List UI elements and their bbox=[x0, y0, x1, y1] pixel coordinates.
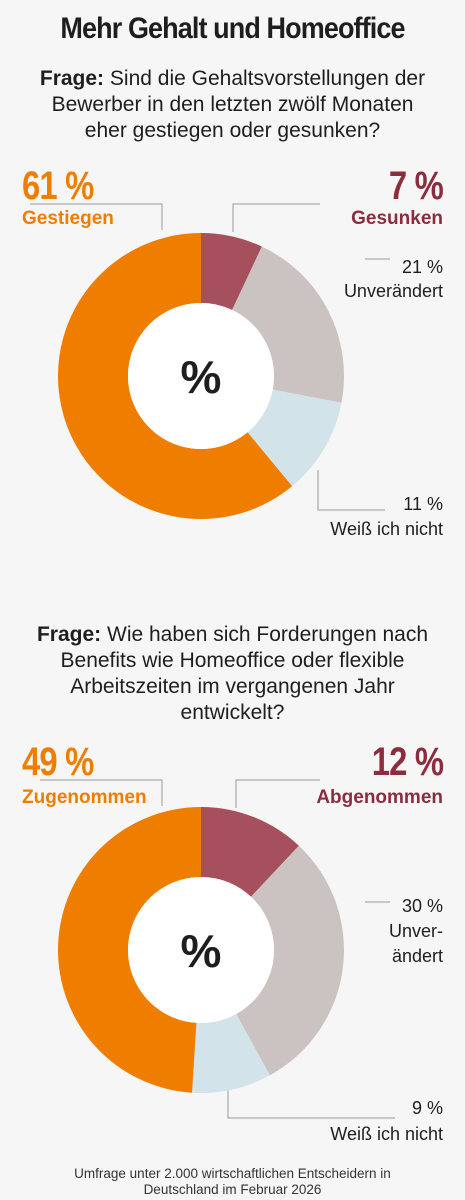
chart1-gestiegen-label: Gestiegen bbox=[22, 208, 114, 229]
leader-line-1 bbox=[235, 779, 320, 808]
leader-line-3 bbox=[317, 470, 385, 511]
question-2: Frage: Wie haben sich Forderungen nach B… bbox=[10, 622, 455, 726]
slice-abgenommen bbox=[201, 807, 299, 897]
chart1-gesunken-label: Gesunken bbox=[351, 208, 443, 229]
question-2-line2: Benefits wie Homeoffice oder flexible bbox=[60, 649, 405, 672]
chart1-weissnicht-label: Weiß ich nicht bbox=[330, 519, 443, 539]
chart2-zugenommen-value: 49 % bbox=[22, 740, 94, 784]
slice-zugenommen bbox=[58, 807, 201, 1093]
question-2-line1: Wie haben sich Forderungen nach bbox=[107, 623, 429, 646]
question-1-line2: Bewerber in den letzten zwölf Monaten bbox=[51, 93, 414, 116]
chart2-weissnicht-label: Weiß ich nicht bbox=[330, 1124, 443, 1144]
question-2-line3: Arbeitszeiten im vergangenen Jahr bbox=[70, 675, 395, 698]
page-title: Mehr Gehalt und Homeoffice bbox=[60, 12, 405, 45]
chart1-gesunken-value: 7 % bbox=[388, 164, 444, 208]
leader-line-4 bbox=[40, 779, 163, 806]
footer-line2: Deutschland im Februar 2026 bbox=[143, 1182, 322, 1197]
slice-gestiegen bbox=[57, 233, 293, 519]
slice-weiss-ich-nicht bbox=[247, 389, 342, 487]
footer-source: Umfrage unter 2.000 wirtschaftlichen Ent… bbox=[0, 1166, 465, 1198]
chart2-unveraendert-label-1: Unver- bbox=[388, 921, 443, 941]
slice-weiss-ich-nicht bbox=[192, 1013, 270, 1093]
question-1-line1: Sind die Gehaltsvorstellungen der bbox=[109, 67, 426, 90]
question-1-prefix: Frage: bbox=[39, 67, 105, 90]
leader-line-1 bbox=[232, 203, 320, 232]
slice-unveraendert bbox=[236, 845, 344, 1076]
question-2-line4: entwickelt? bbox=[180, 701, 285, 724]
slice-unveraendert bbox=[232, 246, 344, 403]
chart2-weissnicht-value: 9 % bbox=[411, 1098, 443, 1118]
leader-line-3 bbox=[227, 1090, 395, 1119]
center-percent-label: % bbox=[181, 351, 222, 403]
donut-chart-1: % bbox=[30, 203, 390, 519]
leader-line-4 bbox=[30, 203, 163, 230]
chart2-unveraendert-label-2: ändert bbox=[391, 946, 443, 966]
donut-center bbox=[128, 303, 274, 449]
chart1-unveraendert-label: Unverändert bbox=[343, 281, 443, 301]
chart1-weissnicht-value: 11 % bbox=[403, 494, 443, 514]
question-1-line3: eher gestiegen oder gesunken? bbox=[84, 119, 381, 142]
chart2-abgenommen-value: 12 % bbox=[371, 740, 444, 784]
question-1: Frage: Sind die Gehaltsvorstellungen der… bbox=[10, 66, 455, 144]
donut-center bbox=[128, 877, 274, 1023]
question-2-prefix: Frage: bbox=[36, 623, 102, 646]
chart2-abgenommen-label: Abgenommen bbox=[316, 787, 443, 808]
chart1-gestiegen-value: 61 % bbox=[22, 164, 94, 208]
chart1-unveraendert-value: 21 % bbox=[401, 257, 443, 277]
footer-line1: Umfrage unter 2.000 wirtschaftlichen Ent… bbox=[74, 1166, 391, 1181]
slice-gesunken bbox=[201, 233, 262, 310]
chart2-unveraendert-value: 30 % bbox=[401, 896, 443, 916]
donut-chart-2: % bbox=[40, 779, 395, 1119]
center-percent-label: % bbox=[181, 925, 222, 977]
chart2-zugenommen-label: Zugenommen bbox=[22, 787, 147, 808]
